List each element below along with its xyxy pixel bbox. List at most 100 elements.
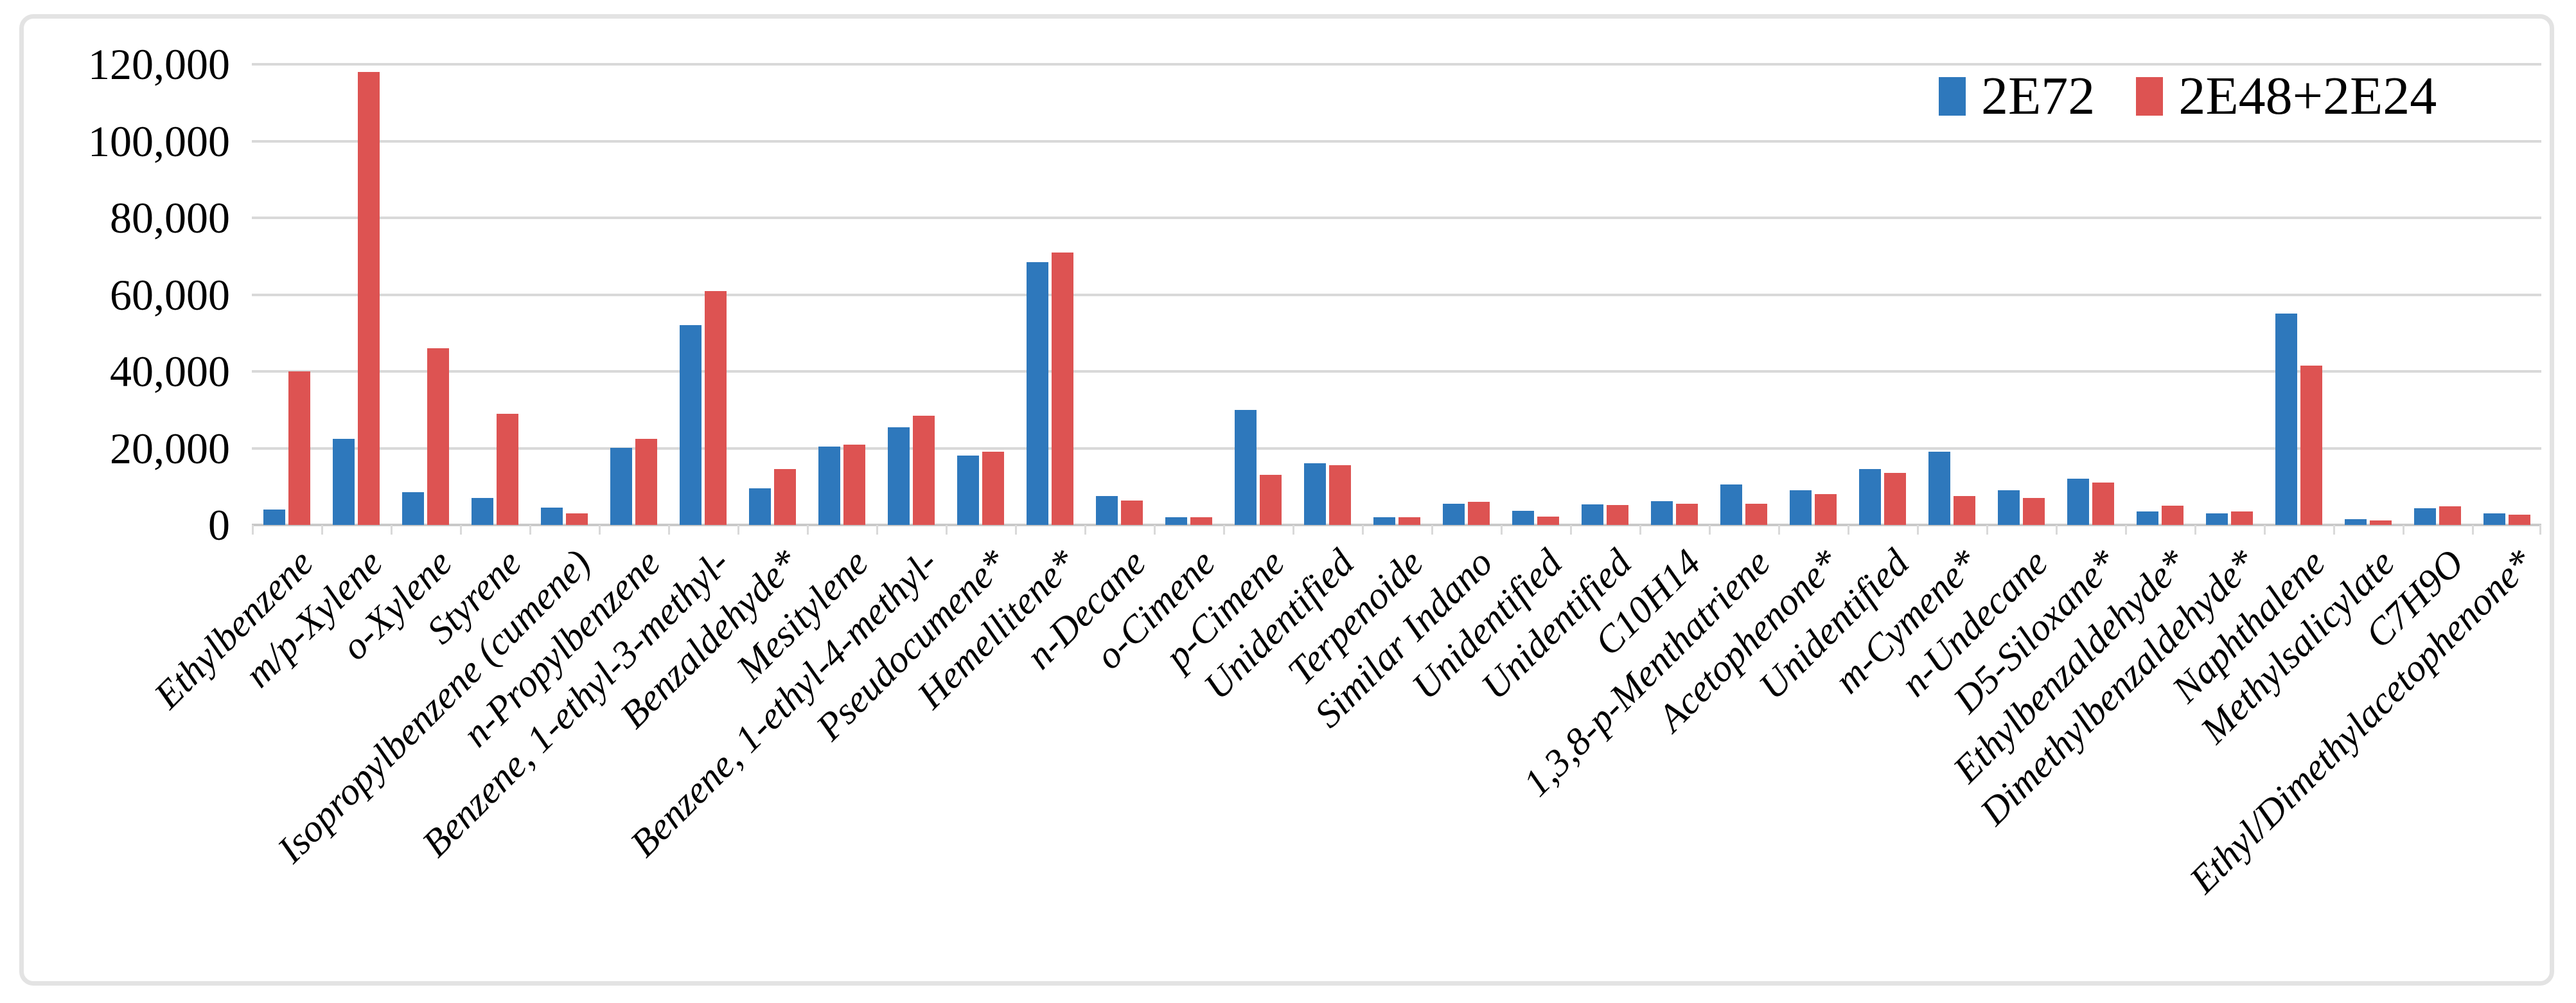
bar-2e48-2e24-7 [705, 291, 727, 525]
bar-2e48-2e24-16 [1329, 465, 1351, 525]
bar-2e72-19 [1512, 511, 1534, 525]
bar-2e72-33 [2483, 513, 2505, 525]
y-tick-label: 80,000 [110, 193, 230, 242]
bar-2e72-27 [2067, 479, 2089, 525]
bar-2e72-30 [2275, 314, 2297, 525]
bar-2e48-2e24-21 [1676, 504, 1698, 525]
bar-2e72-23 [1790, 490, 1812, 525]
bar-2e48-2e24-26 [2023, 498, 2045, 525]
legend-label-2e72: 2E72 [1981, 66, 2095, 126]
bar-2e72-8 [749, 488, 771, 525]
bar-2e48-2e24-10 [913, 416, 935, 525]
axis-tick [1709, 525, 1711, 535]
bar-2e72-3 [402, 492, 424, 525]
bar-2e72-2 [333, 439, 355, 525]
gridline [252, 293, 2541, 296]
bar-2e72-10 [888, 427, 910, 525]
axis-tick [876, 525, 878, 535]
bar-2e72-13 [1096, 496, 1118, 525]
bar-2e48-2e24-1 [288, 371, 310, 525]
axis-tick [2333, 525, 2335, 535]
bar-2e48-2e24-32 [2439, 506, 2461, 525]
axis-tick [1778, 525, 1780, 535]
bar-2e48-2e24-30 [2300, 366, 2322, 525]
bar-2e72-16 [1304, 463, 1326, 525]
legend-swatch-2e48-2e24 [2136, 77, 2164, 116]
bar-2e72-5 [541, 508, 563, 525]
axis-tick [2403, 525, 2404, 535]
axis-tick [2472, 525, 2474, 535]
axis-tick [1986, 525, 1988, 535]
bar-2e72-21 [1651, 501, 1673, 525]
legend-label-2e48-2e24: 2E48+2E24 [2178, 66, 2437, 126]
y-tick-label: 60,000 [110, 270, 230, 319]
bar-2e72-24 [1859, 469, 1881, 525]
y-tick-label: 100,000 [88, 116, 230, 166]
axis-tick [1292, 525, 1294, 535]
bar-2e72-6 [610, 448, 632, 525]
gridline [252, 447, 2541, 450]
bar-2e72-4 [472, 498, 493, 525]
bar-2e72-14 [1165, 517, 1187, 525]
axis-tick [2264, 525, 2266, 535]
gridline [252, 217, 2541, 219]
axis-tick [252, 525, 254, 535]
bar-2e72-31 [2345, 519, 2367, 525]
bar-2e48-2e24-24 [1884, 473, 1906, 525]
bar-2e48-2e24-14 [1190, 517, 1212, 525]
gridline [252, 370, 2541, 373]
gridline [252, 139, 2541, 143]
bar-2e72-7 [680, 325, 701, 525]
bar-2e48-2e24-4 [497, 414, 518, 525]
bar-2e48-2e24-12 [1052, 253, 1073, 525]
bar-2e72-9 [818, 447, 840, 525]
bar-2e48-2e24-15 [1260, 475, 1282, 525]
y-tick-label: 0 [208, 501, 230, 549]
axis-tick [1848, 525, 1849, 535]
bar-2e72-17 [1373, 517, 1395, 525]
bar-2e48-2e24-17 [1398, 517, 1420, 525]
bar-2e72-12 [1027, 262, 1048, 525]
bar-2e48-2e24-8 [774, 469, 796, 525]
axis-tick [1917, 525, 1919, 535]
bar-2e72-25 [1928, 452, 1950, 525]
bar-2e72-18 [1443, 504, 1465, 525]
bar-2e48-2e24-5 [566, 513, 588, 525]
bar-2e48-2e24-25 [1954, 496, 1975, 525]
axis-tick [2125, 525, 2127, 535]
bar-2e48-2e24-33 [2509, 515, 2530, 525]
bar-2e72-20 [1582, 504, 1603, 525]
bar-2e48-2e24-31 [2370, 520, 2392, 525]
bar-2e72-29 [2206, 513, 2228, 525]
y-tick-label: 20,000 [110, 423, 230, 473]
axis-tick [2194, 525, 2196, 535]
bar-2e48-2e24-9 [843, 445, 865, 525]
axis-tick [391, 525, 393, 535]
bar-2e48-2e24-2 [358, 72, 380, 525]
legend-item-2e72: 2E72 [1939, 64, 2095, 129]
bar-2e72-11 [957, 456, 979, 525]
bar-2e72-22 [1720, 484, 1742, 525]
bar-2e72-1 [263, 510, 285, 525]
axis-tick [599, 525, 601, 535]
axis-tick [1639, 525, 1641, 535]
bar-2e48-2e24-29 [2231, 511, 2253, 525]
axis-tick [2056, 525, 2058, 535]
bar-2e48-2e24-19 [1537, 517, 1559, 525]
bar-2e48-2e24-23 [1815, 494, 1837, 525]
bar-2e48-2e24-22 [1745, 504, 1767, 525]
axis-tick [1084, 525, 1086, 535]
bar-2e48-2e24-13 [1121, 501, 1143, 525]
axis-tick [1015, 525, 1017, 535]
gridline [252, 63, 2541, 66]
y-tick-label: 120,000 [88, 40, 230, 89]
axis-tick [1223, 525, 1225, 535]
axis-tick [2539, 525, 2541, 535]
axis-tick [1431, 525, 1433, 535]
x-axis-line [252, 524, 2541, 526]
axis-tick [737, 525, 739, 535]
axis-tick [1362, 525, 1364, 535]
bar-2e48-2e24-28 [2162, 506, 2183, 525]
axis-tick [529, 525, 531, 535]
legend-swatch-2e72 [1939, 77, 1966, 116]
